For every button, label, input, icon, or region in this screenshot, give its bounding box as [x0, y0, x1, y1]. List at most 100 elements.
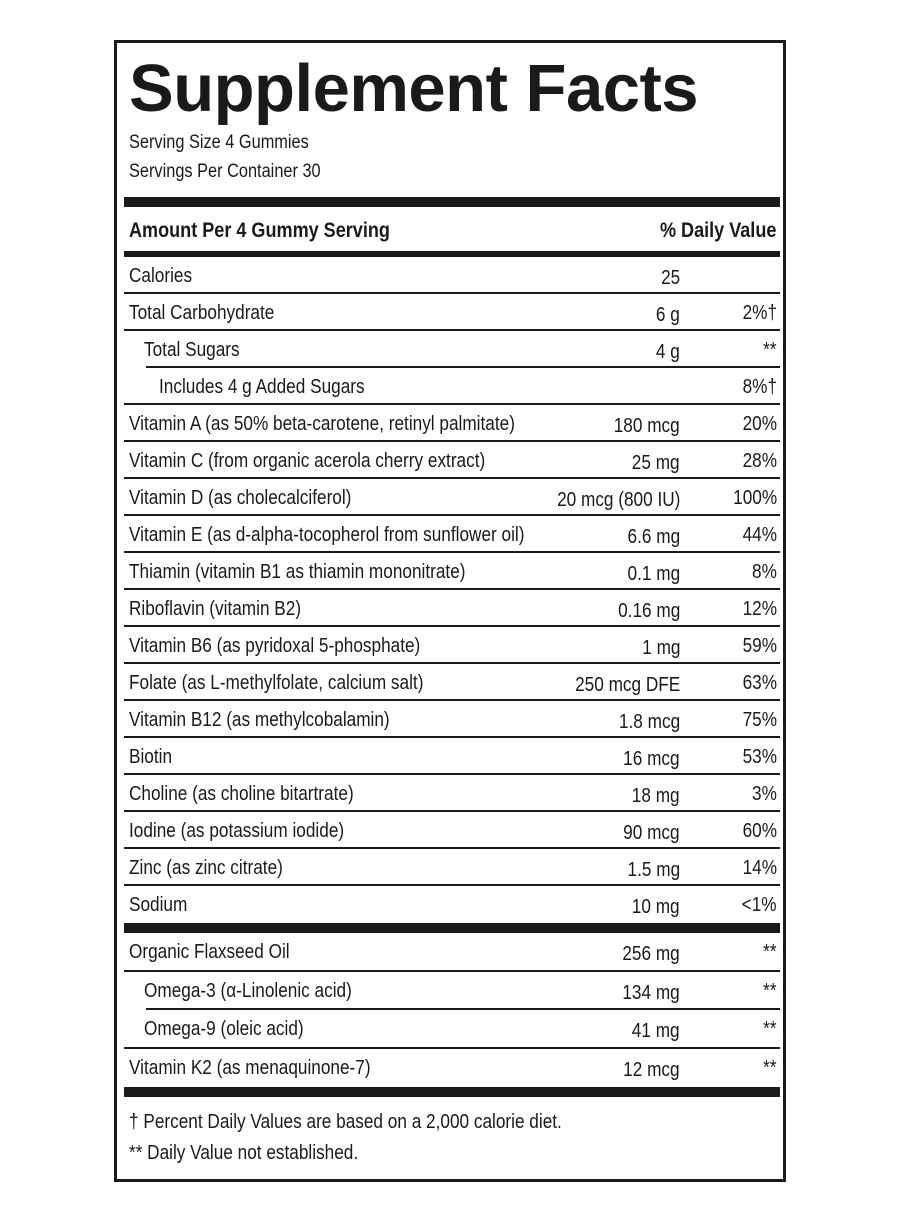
footnote-text: † Percent Daily Values are based on a 2,…	[129, 1111, 562, 1133]
row-divider	[124, 662, 780, 664]
table-row: Total Carbohydrate 6 g 2%†	[124, 294, 780, 331]
nutrient-label-text: Total Sugars	[144, 339, 240, 361]
nutrient-amount: 250 mcg DFE	[558, 672, 680, 698]
nutrient-amount-text: 20 mcg (800 IU)	[556, 489, 680, 511]
nutrient-label: Choline (as choline bitartrate)	[129, 781, 390, 807]
row-divider	[124, 551, 780, 553]
nutrient-amount-text: 1.5 mg	[627, 859, 680, 881]
nutrient-amount: 90 mcg	[614, 820, 680, 846]
nutrient-daily-value-text: **	[763, 979, 777, 1002]
nutrient-amount-text: 250 mcg DFE	[574, 674, 680, 696]
table-row: Vitamin B6 (as pyridoxal 5-phosphate) 1 m…	[124, 627, 780, 664]
nutrient-label: Vitamin E (as d-alpha-tocopherol from su…	[129, 522, 589, 548]
nutrient-amount-text: 134 mg	[622, 981, 680, 1004]
nutrient-label-text: Omega-9 (oleic acid)	[144, 1018, 304, 1040]
table-header: Amount Per 4 Gummy Serving % Daily Value	[129, 209, 776, 253]
nutrient-label: Vitamin C (from organic acerola cherry e…	[129, 448, 543, 474]
thick-divider	[124, 1087, 780, 1097]
nutrient-label: Folate (as L-methylfolate, calcium salt)	[129, 670, 471, 696]
nutrient-daily-value-text: 44%	[742, 524, 777, 546]
row-divider	[124, 847, 780, 849]
nutrient-label: Riboflavin (vitamin B2)	[129, 596, 329, 622]
nutrient-daily-value: 60%	[737, 818, 777, 844]
row-divider	[124, 440, 780, 442]
nutrient-daily-value: <1%	[736, 892, 777, 918]
nutrient-amount-text: 18 mg	[632, 785, 680, 807]
table-row: Zinc (as zinc citrate) 1.5 mg 14%	[124, 849, 780, 886]
serving-size-text: Serving Size 4 Gummies	[129, 132, 309, 153]
nutrient-daily-value-text: 20%	[742, 413, 777, 435]
nutrient-daily-value: 75%	[737, 707, 777, 733]
nutrient-label-text: Vitamin A (as 50% beta-carotene, retinyl…	[129, 413, 515, 435]
row-divider	[124, 1046, 780, 1049]
nutrient-label-text: Includes 4 g Added Sugars	[159, 376, 365, 398]
table-row: Calories 25	[124, 257, 780, 294]
nutrient-label: Organic Flaxseed Oil	[129, 939, 316, 965]
nutrient-amount-text: 25 mg	[632, 452, 680, 474]
servings-per-container-text: Servings Per Container 30	[129, 161, 321, 182]
footnote-dagger: † Percent Daily Values are based on a 2,…	[129, 1109, 632, 1135]
nutrient-amount: 16 mcg	[614, 746, 680, 772]
nutrient-daily-value: 3%	[748, 781, 777, 807]
nutrient-label-text: Choline (as choline bitartrate)	[129, 783, 354, 805]
nutrient-amount-text: 41 mg	[632, 1020, 680, 1042]
row-divider	[124, 736, 780, 738]
nutrient-amount: 256 mg	[613, 941, 680, 967]
nutrient-daily-value: **	[761, 337, 777, 363]
nutrient-daily-value-text: 8%†	[742, 376, 777, 398]
nutrient-daily-value-text: 3%	[752, 783, 777, 805]
nutrient-amount: 18 mg	[624, 783, 680, 809]
row-divider	[124, 477, 780, 479]
thick-divider	[124, 923, 780, 933]
nutrient-label: Vitamin K2 (as menaquinone-7)	[129, 1055, 410, 1081]
nutrient-amount: 25	[658, 265, 680, 291]
table-row: Omega-3 (α-Linolenic acid) 134 mg **	[124, 972, 780, 1010]
nutrient-daily-value: **	[761, 939, 777, 965]
nutrient-daily-value-text: 59%	[742, 635, 777, 657]
table-row: Riboflavin (vitamin B2) 0.16 mg 12%	[124, 590, 780, 627]
nutrient-daily-value-text: 2%†	[742, 302, 777, 324]
nutrient-daily-value-text: 60%	[742, 820, 777, 842]
nutrient-amount: 1.5 mg	[619, 857, 680, 883]
nutrient-label-text: Vitamin B6 (as pyridoxal 5-phosphate)	[129, 635, 421, 657]
row-divider	[124, 969, 780, 972]
nutrient-daily-value-text: **	[763, 1056, 777, 1079]
table-row: Includes 4 g Added Sugars 8%†	[124, 368, 780, 405]
nutrient-daily-value: 63%	[737, 670, 777, 696]
nutrient-amount-text: 10 mg	[632, 896, 680, 918]
nutrient-amount-text: 256 mg	[622, 943, 680, 965]
nutrient-daily-value-text: **	[763, 339, 777, 361]
nutrient-daily-value-text: 53%	[742, 746, 777, 768]
table-row: Vitamin B12 (as methylcobalamin) 1.8 mcg 7…	[124, 701, 780, 738]
row-divider	[124, 884, 780, 886]
nutrient-daily-value: 28%	[737, 448, 777, 474]
table-row: Vitamin C (from organic acerola cherry e…	[124, 442, 780, 479]
nutrient-daily-value: **	[761, 1016, 777, 1042]
row-divider	[124, 699, 780, 701]
table-row: Vitamin K2 (as menaquinone-7) 12 mcg **	[124, 1049, 780, 1088]
nutrient-daily-value-text: 100%	[733, 487, 777, 509]
row-divider	[124, 514, 780, 516]
nutrient-amount-text: 12 mcg	[623, 1058, 680, 1081]
nutrient-amount-text: 180 mcg	[614, 415, 680, 437]
nutrient-amount: 25 mg	[624, 450, 680, 476]
table-row: Biotin 16 mcg 53%	[124, 738, 780, 775]
nutrient-label: Omega-9 (oleic acid)	[144, 1016, 330, 1042]
nutrient-daily-value-text: 28%	[742, 450, 777, 472]
nutrient-amount: 20 mcg (800 IU)	[537, 487, 680, 513]
servings-per-container: Servings Per Container 30	[129, 160, 352, 184]
nutrient-daily-value-text: **	[763, 1018, 777, 1040]
nutrient-label: Zinc (as zinc citrate)	[129, 855, 308, 881]
nutrient-daily-value: 14%	[737, 855, 777, 881]
row-divider	[124, 329, 780, 331]
row-divider	[124, 625, 780, 627]
nutrient-daily-value-text: 75%	[742, 709, 777, 731]
nutrient-amount-text: 6 g	[656, 304, 680, 326]
nutrient-daily-value-text: 8%	[752, 561, 777, 583]
nutrient-label-text: Vitamin B12 (as methylcobalamin)	[129, 709, 390, 731]
nutrient-daily-value: 100%	[726, 485, 777, 511]
row-divider	[124, 773, 780, 775]
nutrient-amount: 12 mcg	[614, 1057, 680, 1083]
nutrient-label: Calories	[129, 263, 202, 289]
nutrient-label-text: Omega-3 (α-Linolenic acid)	[144, 979, 352, 1002]
